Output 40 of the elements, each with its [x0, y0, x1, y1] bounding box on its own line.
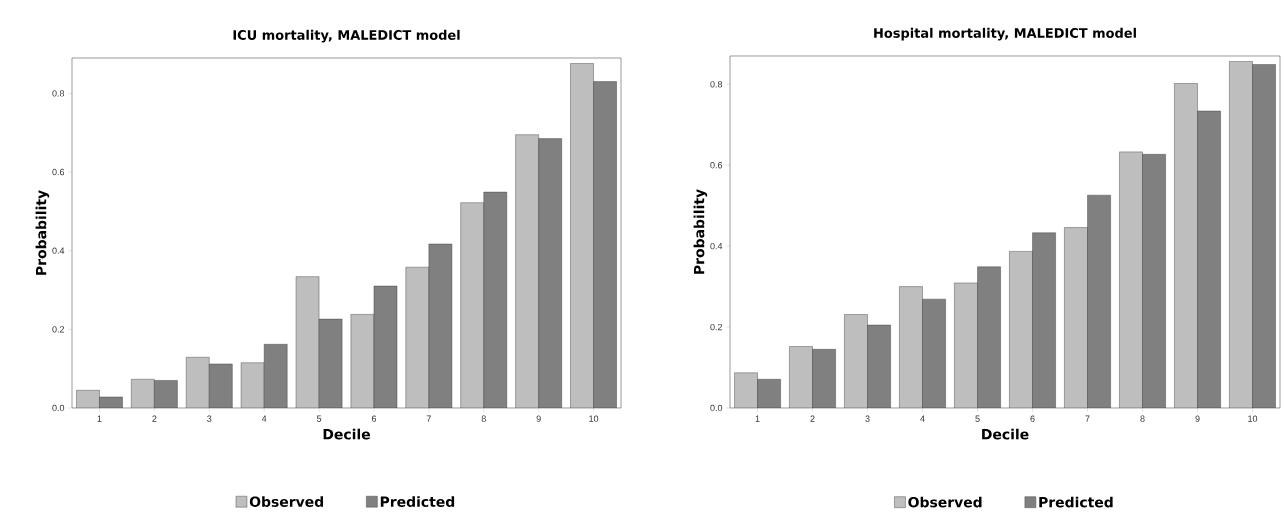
y-tick-label: 0.6: [710, 162, 723, 169]
x-tick-label: 1: [97, 415, 102, 422]
legend-label: Observed: [908, 496, 982, 508]
y-tick-label: 0.4: [52, 247, 65, 254]
legend-label: Predicted: [380, 496, 455, 507]
y-tick-label: 0.6: [52, 168, 65, 176]
x-tick-label: 2: [152, 415, 157, 422]
y-axis-title: Probability: [35, 190, 50, 275]
y-tick-label: 0.0: [710, 404, 723, 412]
x-tick-label: 8: [1140, 415, 1145, 422]
x-tick-label: 8: [481, 415, 486, 422]
chart-title: Hospital mortality, MALEDICT model: [874, 27, 1136, 41]
x-tick-label: 3: [207, 415, 212, 422]
x-axis-title: Decile: [323, 428, 370, 440]
x-tick-label: 10: [589, 415, 599, 422]
x-tick-label: 2: [810, 415, 815, 422]
x-tick-label: 10: [1248, 415, 1258, 422]
legend-label: Predicted: [1039, 496, 1113, 508]
y-tick-label: 0.0: [52, 404, 65, 412]
x-tick-label: 6: [371, 415, 377, 422]
x-tick-label: 7: [1085, 415, 1090, 422]
y-tick-label: 0.4: [710, 242, 723, 250]
x-tick-label: 9: [536, 415, 541, 422]
y-axis-title: Probability: [693, 189, 708, 274]
y-tick-label: 0.8: [710, 81, 723, 88]
x-axis-title: Decile: [982, 428, 1029, 440]
y-tick-label: 0.2: [52, 326, 65, 333]
chart-title: ICU mortality, MALEDICT model: [233, 29, 460, 43]
x-tick-label: 5: [316, 415, 322, 422]
legend-label: Observed: [249, 496, 323, 507]
x-tick-label: 6: [1030, 415, 1035, 422]
y-tick-label: 0.8: [52, 90, 65, 97]
x-tick-label: 5: [975, 415, 980, 422]
x-tick-label: 4: [261, 415, 267, 422]
x-tick-label: 1: [755, 415, 760, 422]
x-tick-label: 3: [865, 415, 870, 422]
x-tick-label: 4: [920, 415, 925, 422]
y-tick-label: 0.2: [710, 323, 723, 331]
x-tick-label: 9: [1195, 415, 1200, 422]
x-tick-label: 7: [426, 415, 431, 422]
